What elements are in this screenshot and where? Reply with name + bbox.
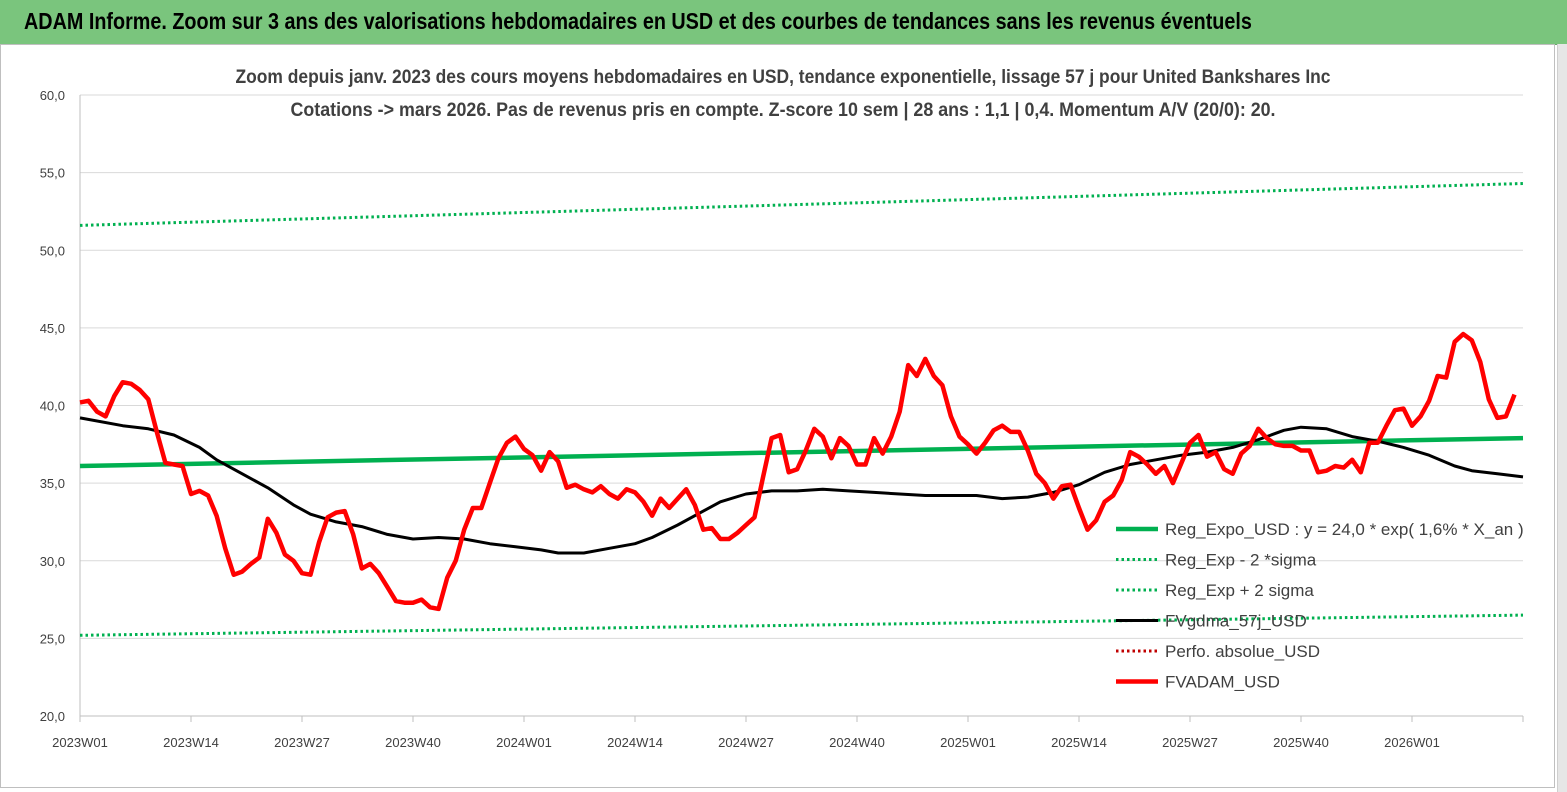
- legend-label: FVADAM_USD: [1165, 673, 1280, 692]
- legend-label: Reg_Exp - 2 *sigma: [1165, 551, 1317, 570]
- series-line-1: [79, 613, 1524, 637]
- chart-subtitle: Cotations -> mars 2026. Pas de revenus p…: [291, 100, 1276, 121]
- x-tick-label: 2024W01: [496, 735, 552, 750]
- x-axis-ticks: 2023W01 2023W14 2023W27 2023W40 2024W01 2024W…: [52, 735, 1440, 750]
- legend-label: FVgdma_57j_USD: [1165, 612, 1307, 631]
- x-tick-label: 2023W27: [274, 735, 330, 750]
- x-tick-label: 2026W01: [1384, 735, 1440, 750]
- x-tick-label: 2023W14: [163, 735, 219, 750]
- x-tick-label: 2024W27: [718, 735, 774, 750]
- report-title: ADAM Informe. Zoom sur 3 ans des valoris…: [24, 8, 1252, 34]
- x-tick-label: 2024W14: [607, 735, 663, 750]
- series-line-2: [79, 182, 1524, 227]
- series-lines: [79, 182, 1524, 637]
- x-tick-label: 2025W40: [1273, 735, 1329, 750]
- chart-title: Zoom depuis janv. 2023 des cours moyens …: [236, 67, 1331, 88]
- y-tick-label: 30,0: [40, 554, 65, 569]
- y-tick-label: 35,0: [40, 476, 65, 491]
- x-tick-label: 2025W27: [1162, 735, 1218, 750]
- legend-box: [1112, 513, 1517, 699]
- legend-label: Perfo. absolue_USD: [1165, 642, 1320, 661]
- series-line-0: [79, 435, 1524, 469]
- y-tick-label: 25,0: [40, 631, 65, 646]
- x-tick-label: 2024W40: [829, 735, 885, 750]
- chart-area: [0, 44, 1555, 788]
- x-tick-label: 2023W40: [385, 735, 441, 750]
- report-banner: ADAM Informe. Zoom sur 3 ans des valoris…: [0, 0, 1567, 45]
- y-tick-label: 45,0: [40, 321, 65, 336]
- vertical-scrollbar[interactable]: [1557, 44, 1567, 792]
- x-tick-label: 2025W14: [1051, 735, 1107, 750]
- series-line-5: [79, 331, 1517, 612]
- y-axis-ticks: 20,0 25,0 30,0 35,0 40,0 45,0 50,0 55,0 60,0: [40, 88, 65, 724]
- y-tick-label: 20,0: [40, 709, 65, 724]
- legend: Reg_Expo_USD : y = 24,0 * exp( 1,6% * X_…: [1112, 513, 1524, 699]
- y-tick-label: 50,0: [40, 243, 65, 258]
- y-tick-label: 55,0: [40, 166, 65, 181]
- x-tick-label: 2023W01: [52, 735, 108, 750]
- y-tick-label: 60,0: [40, 88, 65, 103]
- legend-label: Reg_Expo_USD : y = 24,0 * exp( 1,6% * X_…: [1165, 520, 1524, 539]
- y-tick-label: 40,0: [40, 399, 65, 414]
- gridlines: [79, 94, 1524, 722]
- x-tick-label: 2025W01: [940, 735, 996, 750]
- legend-label: Reg_Exp + 2 sigma: [1165, 581, 1314, 600]
